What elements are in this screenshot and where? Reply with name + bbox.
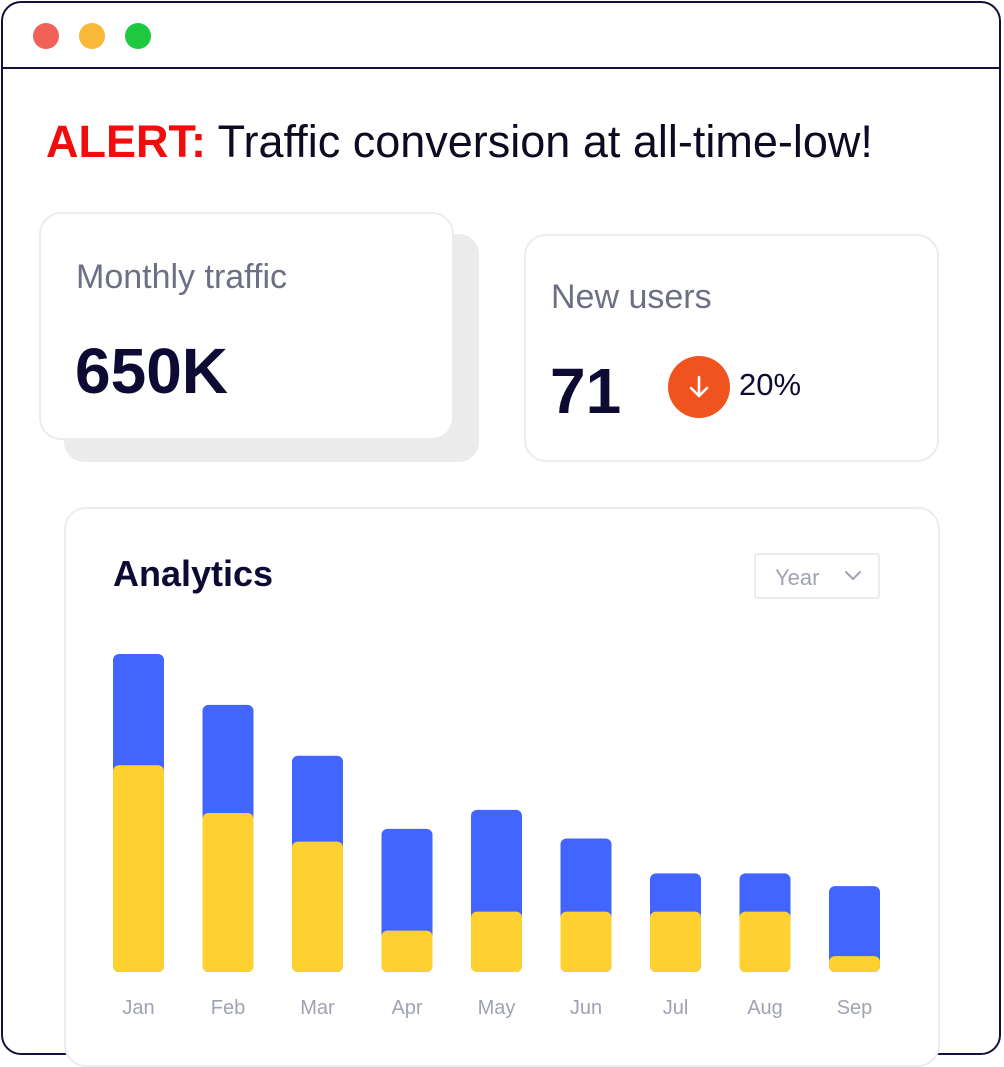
bar-converted-jul bbox=[650, 911, 701, 972]
monthly-traffic-label: Monthly traffic bbox=[76, 258, 288, 296]
x-tick-label-jan: Jan bbox=[122, 997, 154, 1019]
monthly-traffic-card: Monthly traffic 650K bbox=[39, 212, 454, 440]
monthly-traffic-value: 650K bbox=[75, 335, 228, 407]
new-users-card: New users 71 20% bbox=[524, 234, 939, 462]
analytics-card: Analytics Year Jan Feb Mar Apr May Jun Jul Aug S… bbox=[64, 507, 940, 1067]
period-select-value: Year bbox=[775, 565, 820, 590]
bar-converted-sep bbox=[829, 956, 880, 972]
x-tick-label-jul: Jul bbox=[663, 997, 689, 1019]
bar-total-sep bbox=[829, 886, 880, 972]
x-tick-label-feb: Feb bbox=[211, 997, 245, 1019]
new-users-value: 71 bbox=[550, 355, 622, 427]
x-tick-label-mar: Mar bbox=[300, 997, 335, 1019]
analytics-bar-chart: Jan Feb Mar Apr May Jun Jul Aug Sep bbox=[113, 654, 880, 1019]
x-tick-label-sep: Sep bbox=[837, 997, 873, 1019]
bar-converted-jan bbox=[113, 765, 164, 972]
alert-message: Traffic conversion at all-time-low! bbox=[205, 116, 873, 167]
alert-banner: ALERT: Traffic conversion at all-time-lo… bbox=[46, 112, 873, 172]
x-tick-label-may: May bbox=[478, 997, 516, 1019]
close-window-button[interactable] bbox=[33, 23, 59, 49]
x-tick-label-aug: Aug bbox=[747, 997, 783, 1019]
bar-converted-mar bbox=[292, 841, 343, 972]
x-tick-label-jun: Jun bbox=[570, 997, 602, 1019]
alert-label: ALERT: bbox=[46, 116, 206, 167]
minimize-window-button[interactable] bbox=[79, 23, 105, 49]
bar-converted-may bbox=[471, 911, 522, 972]
new-users-label: New users bbox=[551, 278, 712, 316]
arrow-down-icon bbox=[668, 356, 730, 418]
bar-converted-feb bbox=[202, 813, 254, 972]
bar-converted-aug bbox=[739, 911, 791, 972]
period-select[interactable]: Year bbox=[754, 553, 880, 599]
bar-converted-jun bbox=[560, 911, 612, 972]
new-users-trend-value: 20% bbox=[739, 367, 802, 402]
window-titlebar bbox=[3, 3, 999, 69]
analytics-title: Analytics bbox=[113, 553, 274, 594]
chevron-down-icon bbox=[845, 571, 861, 580]
bar-converted-apr bbox=[381, 930, 433, 972]
maximize-window-button[interactable] bbox=[125, 23, 151, 49]
x-tick-label-apr: Apr bbox=[391, 997, 422, 1019]
